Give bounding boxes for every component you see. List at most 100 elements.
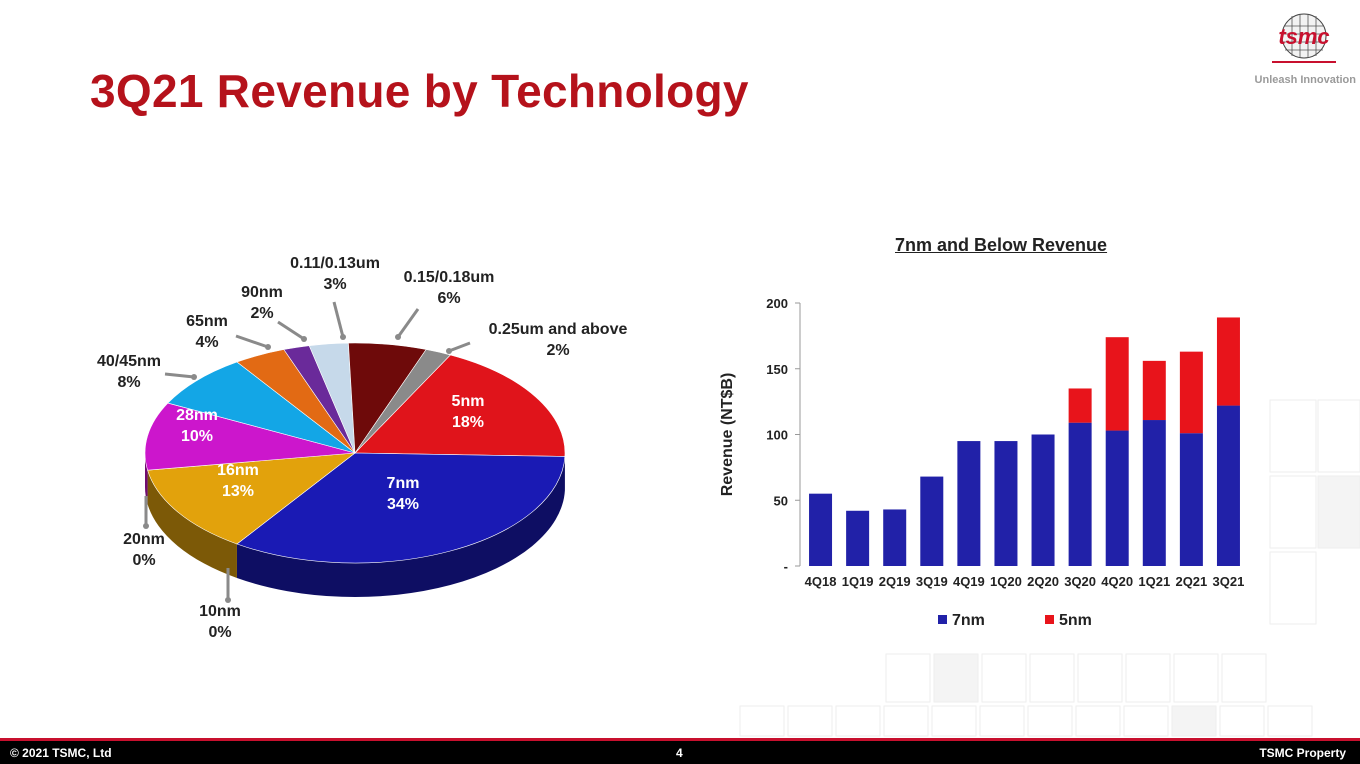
pie-slice-5nm (354, 354, 566, 457)
pie-label-5nm: 5nm (452, 393, 485, 410)
bar-chart-title: 7nm and Below Revenue (895, 235, 1108, 255)
pie-pct-40-45nm: 8% (117, 374, 140, 391)
wafer-icon (1281, 13, 1327, 59)
bar-7nm-1Q19 (846, 510, 870, 566)
pie-label-65nm: 65nm (186, 313, 228, 330)
pie-leader-dot-0-25um-and-above (446, 348, 452, 354)
pie-slice-16nm (147, 452, 356, 545)
pie-leader-dot-0-11-0-13um (340, 334, 346, 340)
pie-pct-5nm: 18% (452, 414, 484, 431)
bar-7nm-4Q18 (809, 493, 833, 566)
bar-7nm-4Q19 (957, 441, 981, 566)
pie-side-7nm (236, 456, 565, 597)
pie-side-layer (145, 453, 565, 597)
pie-pct-10nm: 0% (208, 624, 231, 641)
pie-pct-90nm: 2% (250, 305, 273, 322)
bar-5nm-3Q21 (1216, 317, 1240, 406)
bar-7nm-3Q20 (1068, 422, 1092, 566)
x-tick-label: 2Q21 (1175, 574, 1207, 589)
bar-7nm-1Q20 (994, 441, 1018, 566)
footer-page-number: 4 (676, 746, 683, 760)
pie-label-16nm: 16nm (217, 462, 259, 479)
pie-leader-0-15-0-18um (396, 308, 420, 338)
pie-pct-20nm: 0% (132, 552, 155, 569)
bar-5nm-4Q20 (1105, 337, 1129, 431)
x-tick-label: 2Q19 (879, 574, 911, 589)
pie-label-7nm: 7nm (387, 475, 420, 492)
pie-side-16nm (147, 470, 237, 578)
pie-label-40-45nm: 40/45nm (97, 353, 161, 370)
pie-slice-40-45nm (167, 361, 356, 454)
pie-label-20nm: 20nm (123, 531, 165, 548)
x-tick-label: 3Q20 (1064, 574, 1096, 589)
pie-leader-dot-65nm (265, 344, 271, 350)
pie-label-28nm: 28nm (176, 407, 218, 424)
seven-nm-bar-chart-panel: 7nm and Below Revenue - 50 100 150 200 Revenu… (700, 225, 1260, 655)
pie-label-10nm: 10nm (199, 603, 241, 620)
pie-top-layer (144, 342, 566, 564)
footer-property: TSMC Property (1259, 746, 1346, 760)
pie-leader-90nm (277, 320, 305, 341)
y-axis-label: Revenue (NT$B) (719, 373, 736, 497)
x-tick-label: 2Q20 (1027, 574, 1059, 589)
legend-label-5nm: 5nm (1059, 612, 1092, 629)
bar-7nm-4Q20 (1105, 430, 1129, 566)
y-tick-label: 150 (766, 362, 788, 377)
pie-label-0-15-0-18um: 0.15/0.18um (404, 269, 495, 286)
pie-pct-0-15-0-18um: 6% (437, 290, 460, 307)
x-tick-label: 4Q18 (805, 574, 837, 589)
pie-pct-7nm: 34% (387, 496, 419, 513)
pie-label-0-25um-and-above: 0.25um and above (489, 321, 628, 338)
pie-leader-dot-0-15-0-18um (395, 334, 401, 340)
bar-5nm-3Q20 (1068, 388, 1092, 423)
x-tick-label: 1Q21 (1138, 574, 1170, 589)
pie-side-28nm (145, 453, 148, 505)
bar-7nm-3Q21 (1216, 405, 1240, 566)
y-tick-label: - (784, 559, 788, 574)
pie-leader-dot-40-45nm (191, 374, 197, 380)
y-tick-label: 100 (766, 428, 788, 443)
bar-7nm-2Q21 (1179, 433, 1203, 566)
pie-pct-28nm: 10% (181, 428, 213, 445)
x-tick-label: 4Q19 (953, 574, 985, 589)
pie-pct-65nm: 4% (195, 334, 218, 351)
pie-label-90nm: 90nm (241, 284, 283, 301)
pie-leader-dot-10nm (225, 597, 231, 603)
slide-title: 3Q21 Revenue by Technology (90, 65, 749, 117)
pie-slice-28nm (144, 402, 356, 471)
pie-pct-16nm: 13% (222, 483, 254, 500)
bar-7nm-2Q19 (883, 509, 907, 566)
tsmc-logo: tsmc (1272, 13, 1336, 63)
x-tick-label: 1Q19 (842, 574, 874, 589)
pie-leader-0-11-0-13um (332, 301, 345, 338)
footer-bar: © 2021 TSMC, Ltd 4 TSMC Property (0, 738, 1360, 764)
legend-label-7nm: 7nm (952, 612, 985, 629)
technology-pie-chart: 5nm 18% 7nm 34% 10nm 0% 20nm 0% 16nm 13% 28nm 10% 40… (97, 255, 627, 641)
footer-copyright: © 2021 TSMC, Ltd (10, 746, 112, 760)
bar-7nm-2Q20 (1031, 434, 1055, 566)
legend-swatch-5nm (1045, 615, 1054, 624)
pie-leader-dot-90nm (301, 336, 307, 342)
x-tick-label: 4Q20 (1101, 574, 1133, 589)
pie-leader-40-45nm (164, 372, 195, 379)
y-tick-label: 50 (774, 493, 788, 508)
pie-leader-0-25um-and-above (448, 341, 471, 353)
bar-5nm-1Q21 (1142, 360, 1166, 421)
pie-leader-dot-20nm (143, 523, 149, 529)
bar-5nm-2Q21 (1179, 351, 1203, 434)
x-tick-label: 3Q21 (1213, 574, 1245, 589)
pie-leader-65nm (235, 334, 269, 349)
pie-slice-0-25um-and-above (354, 349, 451, 454)
logo-text: tsmc (1278, 24, 1329, 49)
bar-7nm-3Q19 (920, 476, 944, 566)
bar-7nm-1Q21 (1142, 420, 1166, 566)
pie-label-0-11-0-13um: 0.11/0.13um (290, 255, 380, 272)
legend-swatch-7nm (938, 615, 947, 624)
tagline: Unleash Innovation (1254, 74, 1356, 86)
seven-nm-bar-chart: - 50 100 150 200 Revenue (NT$B) 4Q18 1Q19 2Q19 3Q… (719, 296, 1245, 629)
x-tick-label: 3Q19 (916, 574, 948, 589)
x-tick-label: 1Q20 (990, 574, 1022, 589)
pie-pct-0-11-0-13um: 3% (323, 276, 346, 293)
pie-labels: 5nm 18% 7nm 34% 10nm 0% 20nm 0% 16nm 13% 28nm 10% 40… (97, 255, 627, 641)
